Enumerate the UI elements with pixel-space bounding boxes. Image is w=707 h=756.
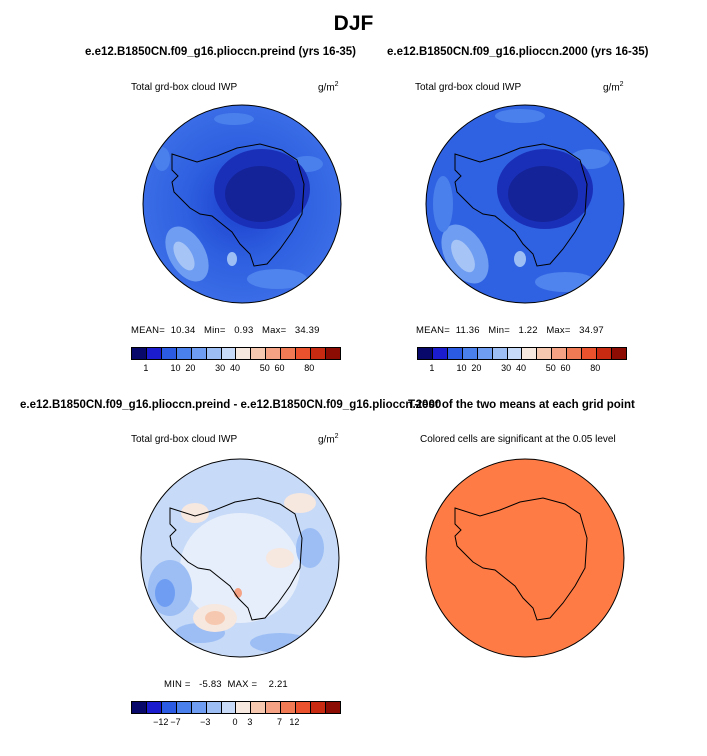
panel3-stats: MIN = -5.83 MAX = 2.21 <box>164 679 288 690</box>
panel1-title: e.e12.B1850CN.f09_g16.plioccn.preind (yr… <box>85 46 357 58</box>
colorbar-box <box>266 702 282 713</box>
colorbar-tick-label: 12 <box>289 717 300 727</box>
colorbar-box <box>146 702 162 713</box>
panel2-colorbar-ticks: 1 10 20 30 40 50 60 80 <box>417 363 625 375</box>
colorbar-box <box>582 348 598 359</box>
colorbar-box <box>132 348 147 359</box>
panel2-colorbar <box>417 347 627 360</box>
colorbar-tick-label: 40 <box>229 363 241 373</box>
colorbar-box <box>236 348 252 359</box>
colorbar-box <box>221 702 237 713</box>
colorbar-box <box>191 702 207 713</box>
colorbar-tick-label: −7 <box>170 717 181 727</box>
panel2-units: g/m2 <box>603 81 624 94</box>
colorbar-tick-label: 20 <box>185 363 196 373</box>
colorbar-tick-label: 10 <box>170 363 181 373</box>
panel2-stats: MEAN= 11.36 Min= 1.22 Max= 34.97 <box>416 325 604 336</box>
panel2-subtitle: Total grd-box cloud IWP <box>415 82 522 93</box>
colorbar-box <box>311 348 326 359</box>
colorbar-tick-label: −12 <box>153 717 169 727</box>
panel1-units: g/m2 <box>318 81 339 94</box>
colorbar-box <box>611 348 626 359</box>
colorbar-tick-label: 30 <box>215 363 226 373</box>
colorbar-box <box>552 348 568 359</box>
colorbar-box <box>418 348 433 359</box>
colorbar-box <box>236 702 252 713</box>
colorbar-tick-label: 80 <box>304 363 315 373</box>
colorbar-box <box>597 348 612 359</box>
colorbar-box <box>281 702 297 713</box>
panel1-stats: MEAN= 10.34 Min= 0.93 Max= 34.39 <box>131 325 320 336</box>
colorbar-tick-label: 30 <box>501 363 512 373</box>
colorbar-tick-label: 3 <box>247 717 253 727</box>
panel1-colorbar-ticks: 1 10 20 30 40 50 60 80 <box>131 363 339 375</box>
panel3-colorbar-ticks: −12 −7 −3 0 3 7 12 <box>131 717 339 729</box>
colorbar-box <box>266 348 282 359</box>
colorbar-box <box>281 348 297 359</box>
colorbar-box <box>522 348 538 359</box>
colorbar-box <box>206 348 222 359</box>
colorbar-tick-label: 60 <box>560 363 571 373</box>
colorbar-box <box>251 702 267 713</box>
panel2-title: e.e12.B1850CN.f09_g16.plioccn.2000 (yrs … <box>387 46 649 58</box>
colorbar-tick-label: 60 <box>274 363 285 373</box>
colorbar-box <box>161 348 177 359</box>
colorbar-tick-label: 50 <box>545 363 556 373</box>
colorbar-box <box>447 348 463 359</box>
colorbar-tick-label: 50 <box>259 363 270 373</box>
panel1-colorbar <box>131 347 341 360</box>
panel3-colorbar <box>131 701 341 714</box>
colorbar-box <box>296 348 312 359</box>
colorbar-box <box>206 702 222 713</box>
panel3-title: e.e12.B1850CN.f09_g16.plioccn.preind - e… <box>20 399 442 411</box>
colorbar-tick-label: −3 <box>200 717 211 727</box>
panel4-map <box>425 458 625 658</box>
colorbar-box <box>176 348 192 359</box>
panel3-subtitle: Total grd-box cloud IWP <box>131 434 238 445</box>
panel3-units: g/m2 <box>318 433 339 446</box>
panel4-title: T-test of the two means at each grid poi… <box>408 399 635 411</box>
colorbar-box <box>311 702 326 713</box>
panel3-map <box>140 458 340 658</box>
colorbar-tick-label: 40 <box>515 363 527 373</box>
colorbar-tick-label: 10 <box>456 363 467 373</box>
colorbar-tick-label: 1 <box>143 363 149 373</box>
colorbar-box <box>296 702 312 713</box>
colorbar-box <box>221 348 237 359</box>
figure-title: DJF <box>333 12 374 35</box>
panel4-significance-fill <box>425 458 625 658</box>
colorbar-box <box>462 348 478 359</box>
colorbar-box <box>432 348 448 359</box>
colorbar-box <box>567 348 583 359</box>
colorbar-box <box>325 702 340 713</box>
colorbar-box <box>191 348 207 359</box>
colorbar-box <box>492 348 508 359</box>
colorbar-box <box>161 702 177 713</box>
colorbar-box <box>251 348 267 359</box>
panel4-subtitle: Colored cells are significant at the 0.0… <box>420 434 616 445</box>
colorbar-box <box>537 348 553 359</box>
colorbar-box <box>176 702 192 713</box>
colorbar-tick-label: 20 <box>471 363 482 373</box>
colorbar-box <box>132 702 147 713</box>
colorbar-tick-label: 80 <box>590 363 601 373</box>
colorbar-box <box>325 348 340 359</box>
panel2-map <box>425 104 625 304</box>
panel1-map <box>142 104 342 304</box>
colorbar-box <box>507 348 523 359</box>
colorbar-box <box>146 348 162 359</box>
colorbar-tick-label: 0 <box>232 717 238 727</box>
panel1-subtitle: Total grd-box cloud IWP <box>131 82 238 93</box>
colorbar-tick-label: 7 <box>277 717 283 727</box>
colorbar-box <box>477 348 493 359</box>
colorbar-tick-label: 1 <box>429 363 435 373</box>
